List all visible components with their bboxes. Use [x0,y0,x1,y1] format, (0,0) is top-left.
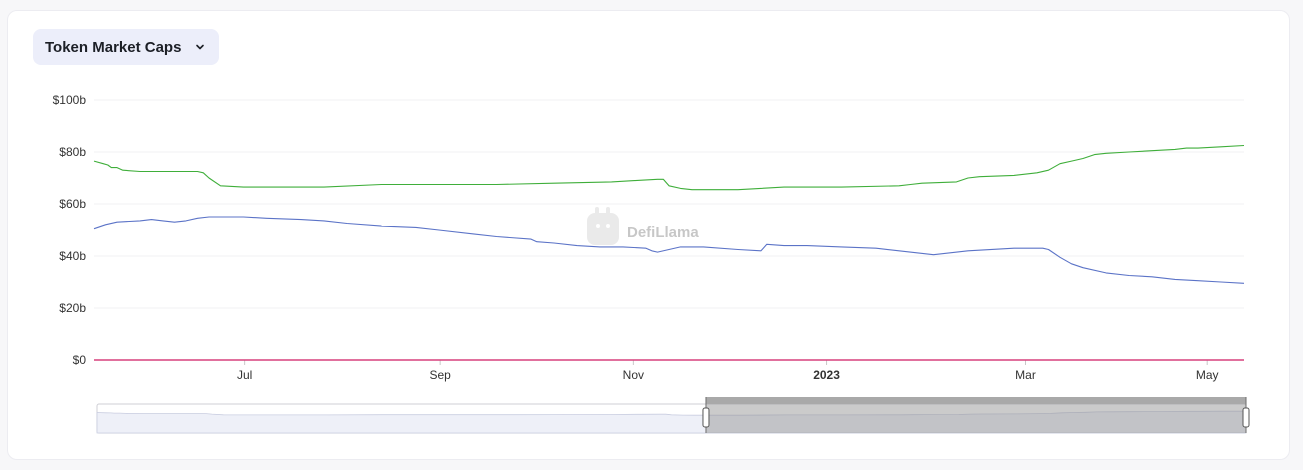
defillama-logo-icon [587,207,619,245]
y-tick-label: $60b [59,197,86,211]
y-tick-label: $20b [59,301,86,315]
chart-type-dropdown[interactable]: Token Market Caps [33,29,220,65]
x-tick-label: Nov [623,368,644,382]
zoom-handle-right[interactable] [1242,407,1250,428]
x-tick-label: 2023 [813,368,840,382]
series-line-1 [93,144,1245,191]
grid-lines [94,99,1244,309]
series-lines [93,144,1245,361]
dropdown-label: Token Market Caps [45,38,182,56]
x-tick-label: Jul [237,368,252,382]
x-axis: Jul Sep Nov 2023 Mar May [237,360,1219,382]
y-tick-label: $0 [73,353,87,367]
zoom-slider[interactable] [96,397,1250,434]
zoom-drag-bar[interactable] [705,397,1246,404]
zoom-preview-area [96,410,1247,434]
watermark: DefiLlama [587,207,699,245]
chart-card: Token Market Caps [7,10,1290,460]
y-tick-label: $100b [53,93,87,107]
y-axis: $0 $20b $40b $60b $80b $100b [53,93,87,367]
zoom-selection[interactable] [705,404,1246,433]
chevron-down-icon [195,42,205,52]
x-tick-label: Sep [429,368,451,382]
y-tick-label: $40b [59,249,86,263]
series-line-2 [93,216,1245,284]
x-tick-label: Mar [1015,368,1036,382]
watermark-text: DefiLlama [627,224,699,241]
zoom-handle-left[interactable] [702,407,710,428]
x-tick-label: May [1196,368,1219,382]
y-tick-label: $80b [59,145,86,159]
